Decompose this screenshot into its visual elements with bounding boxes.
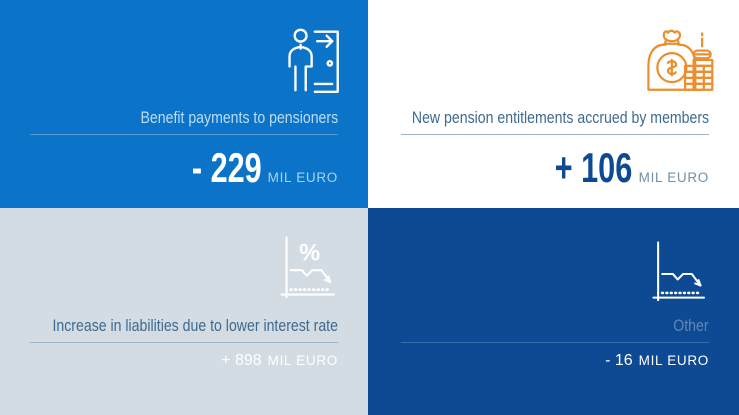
svg-text:%: % <box>299 240 320 266</box>
